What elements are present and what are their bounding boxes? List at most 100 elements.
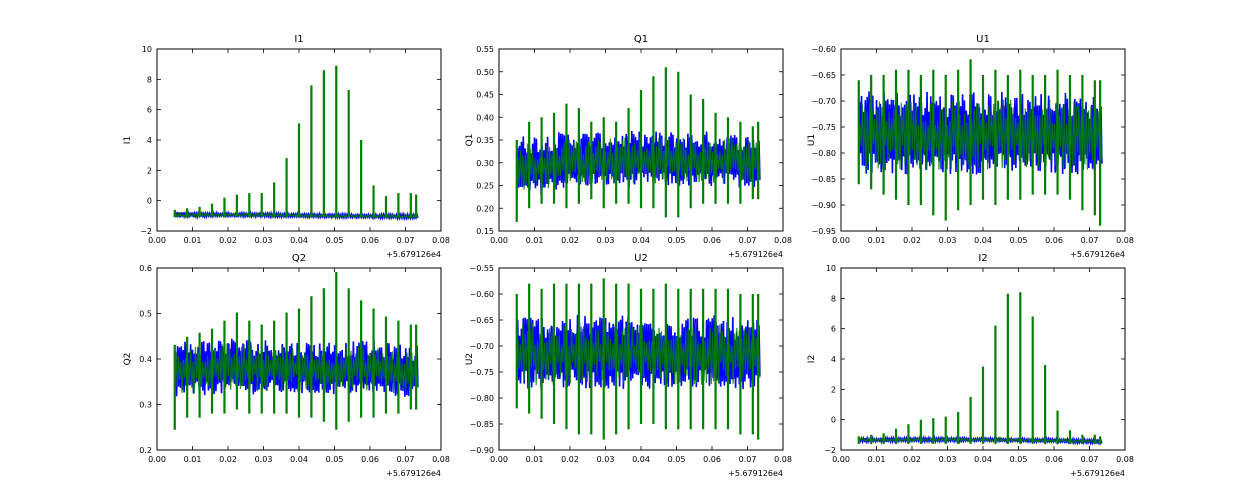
x-tick-label: 0.01	[184, 455, 202, 464]
subplot-title: U1	[976, 34, 990, 45]
x-tick-label: 0.00	[148, 236, 166, 245]
y-tick-label: −0.90	[811, 201, 836, 210]
x-tick-label: 0.03	[939, 455, 957, 464]
x-tick-label: 0.03	[255, 236, 273, 245]
x-tick-label: 0.08	[432, 455, 450, 464]
x-tick-label: 0.07	[739, 455, 757, 464]
x-tick-label: 0.06	[361, 236, 379, 245]
y-tick-label: −0.80	[469, 394, 494, 403]
x-tick-label: 0.08	[774, 236, 792, 245]
x-tick-label: 0.03	[597, 455, 615, 464]
x-tick-label: 0.05	[668, 236, 686, 245]
y-tick-label: −0.80	[811, 149, 836, 158]
subplot-title: I1	[294, 34, 303, 45]
y-tick-label: 10	[826, 264, 836, 273]
x-offset-label: +5.679126e4	[386, 469, 441, 478]
x-tick-label: 0.08	[774, 455, 792, 464]
x-tick-label: 0.02	[561, 236, 579, 245]
y-tick-label: 0.6	[139, 264, 152, 273]
y-tick-label: 8	[831, 294, 836, 303]
plot-area	[173, 65, 419, 222]
y-tick-label: 0.30	[476, 159, 494, 168]
x-offset-label: +5.679126e4	[728, 469, 783, 478]
y-tick-label: −0.75	[469, 368, 494, 377]
plot-area	[515, 278, 761, 440]
y-tick-label: 6	[147, 106, 152, 115]
y-axis-label: I2	[807, 355, 817, 363]
y-tick-label: −0.60	[469, 290, 494, 299]
y-tick-label: 0.15	[476, 227, 494, 236]
y-tick-label: −0.60	[811, 45, 836, 54]
x-tick-label: 0.07	[1081, 455, 1099, 464]
x-tick-label: 0.02	[561, 455, 579, 464]
plot-area	[515, 67, 761, 222]
x-tick-label: 0.05	[326, 236, 344, 245]
y-axis-label: Q2	[123, 353, 133, 366]
series-green-body	[174, 343, 419, 395]
y-tick-label: −0.85	[469, 420, 494, 429]
plot-area	[857, 292, 1103, 446]
x-tick-label: 0.04	[632, 455, 650, 464]
y-tick-label: 0.3	[139, 401, 152, 410]
y-axis-label: I1	[123, 136, 133, 144]
x-tick-label: 0.00	[832, 455, 850, 464]
y-tick-label: 0.45	[476, 91, 494, 100]
x-tick-label: 0.00	[148, 455, 166, 464]
x-tick-label: 0.02	[219, 455, 237, 464]
x-tick-label: 0.01	[526, 455, 544, 464]
x-tick-label: 0.02	[903, 455, 921, 464]
x-tick-label: 0.06	[1045, 455, 1063, 464]
y-tick-label: −2	[140, 227, 152, 236]
x-tick-label: 0.04	[632, 236, 650, 245]
x-tick-label: 0.07	[739, 236, 757, 245]
x-tick-label: 0.08	[432, 236, 450, 245]
y-tick-label: −0.65	[811, 71, 836, 80]
x-tick-label: 0.00	[832, 236, 850, 245]
x-tick-label: 0.08	[1116, 455, 1134, 464]
x-offset-label: +5.679126e4	[386, 250, 441, 259]
x-offset-label: +5.679126e4	[1070, 469, 1125, 478]
x-tick-label: 0.06	[703, 236, 721, 245]
y-tick-label: 8	[147, 75, 152, 84]
y-tick-label: −0.95	[811, 227, 836, 236]
x-tick-label: 0.06	[1045, 236, 1063, 245]
series-green-body	[516, 137, 761, 194]
y-tick-label: 2	[831, 385, 836, 394]
subplot-u2: 0.00 0.01 0.02 0.03 0.04 0.05 0.06 0.07 0.08 −0.9…	[465, 253, 792, 478]
y-tick-label: 0	[831, 416, 836, 425]
y-tick-label: 0.2	[139, 446, 152, 455]
x-tick-label: 0.02	[219, 236, 237, 245]
y-tick-label: 10	[142, 45, 152, 54]
y-tick-label: −0.70	[469, 342, 494, 351]
x-tick-label: 0.01	[868, 455, 886, 464]
series-green-body	[174, 211, 419, 220]
x-tick-label: 0.03	[255, 455, 273, 464]
y-tick-label: −0.65	[469, 316, 494, 325]
y-tick-label: 0.25	[476, 182, 494, 191]
series-green-body	[858, 436, 1103, 445]
subplot-i2: 0.00 0.01 0.02 0.03 0.04 0.05 0.06 0.07 0.08 −2 0 2…	[807, 253, 1134, 478]
series-green-body	[516, 322, 761, 385]
subplot-q2: 0.00 0.01 0.02 0.03 0.04 0.05 0.06 0.07 0.08 0.2 0…	[123, 253, 450, 478]
x-tick-label: 0.01	[526, 236, 544, 245]
x-tick-label: 0.07	[397, 455, 415, 464]
y-tick-label: 0	[147, 197, 152, 206]
x-tick-label: 0.07	[397, 236, 415, 245]
y-tick-label: 4	[147, 136, 152, 145]
subplot-i1: 0.00 0.01 0.02 0.03 0.04 0.05 0.06 0.07 0.08 −2 0 2…	[123, 34, 450, 259]
x-tick-label: 0.04	[290, 236, 308, 245]
y-tick-label: −0.85	[811, 175, 836, 184]
subplot-u1: 0.00 0.01 0.02 0.03 0.04 0.05 0.06 0.07 0.08 −0.9…	[807, 34, 1134, 259]
x-tick-label: 0.06	[361, 455, 379, 464]
x-tick-label: 0.00	[490, 236, 508, 245]
x-tick-label: 0.01	[868, 236, 886, 245]
subplot-title: I2	[978, 253, 987, 264]
x-offset-label: +5.679126e4	[728, 250, 783, 259]
plot-area	[857, 59, 1103, 226]
y-tick-label: 0.35	[476, 136, 494, 145]
y-tick-label: 2	[147, 166, 152, 175]
y-axis-label: U1	[807, 134, 817, 146]
x-tick-label: 0.06	[703, 455, 721, 464]
x-tick-label: 0.04	[290, 455, 308, 464]
subplot-title: Q2	[292, 253, 306, 264]
